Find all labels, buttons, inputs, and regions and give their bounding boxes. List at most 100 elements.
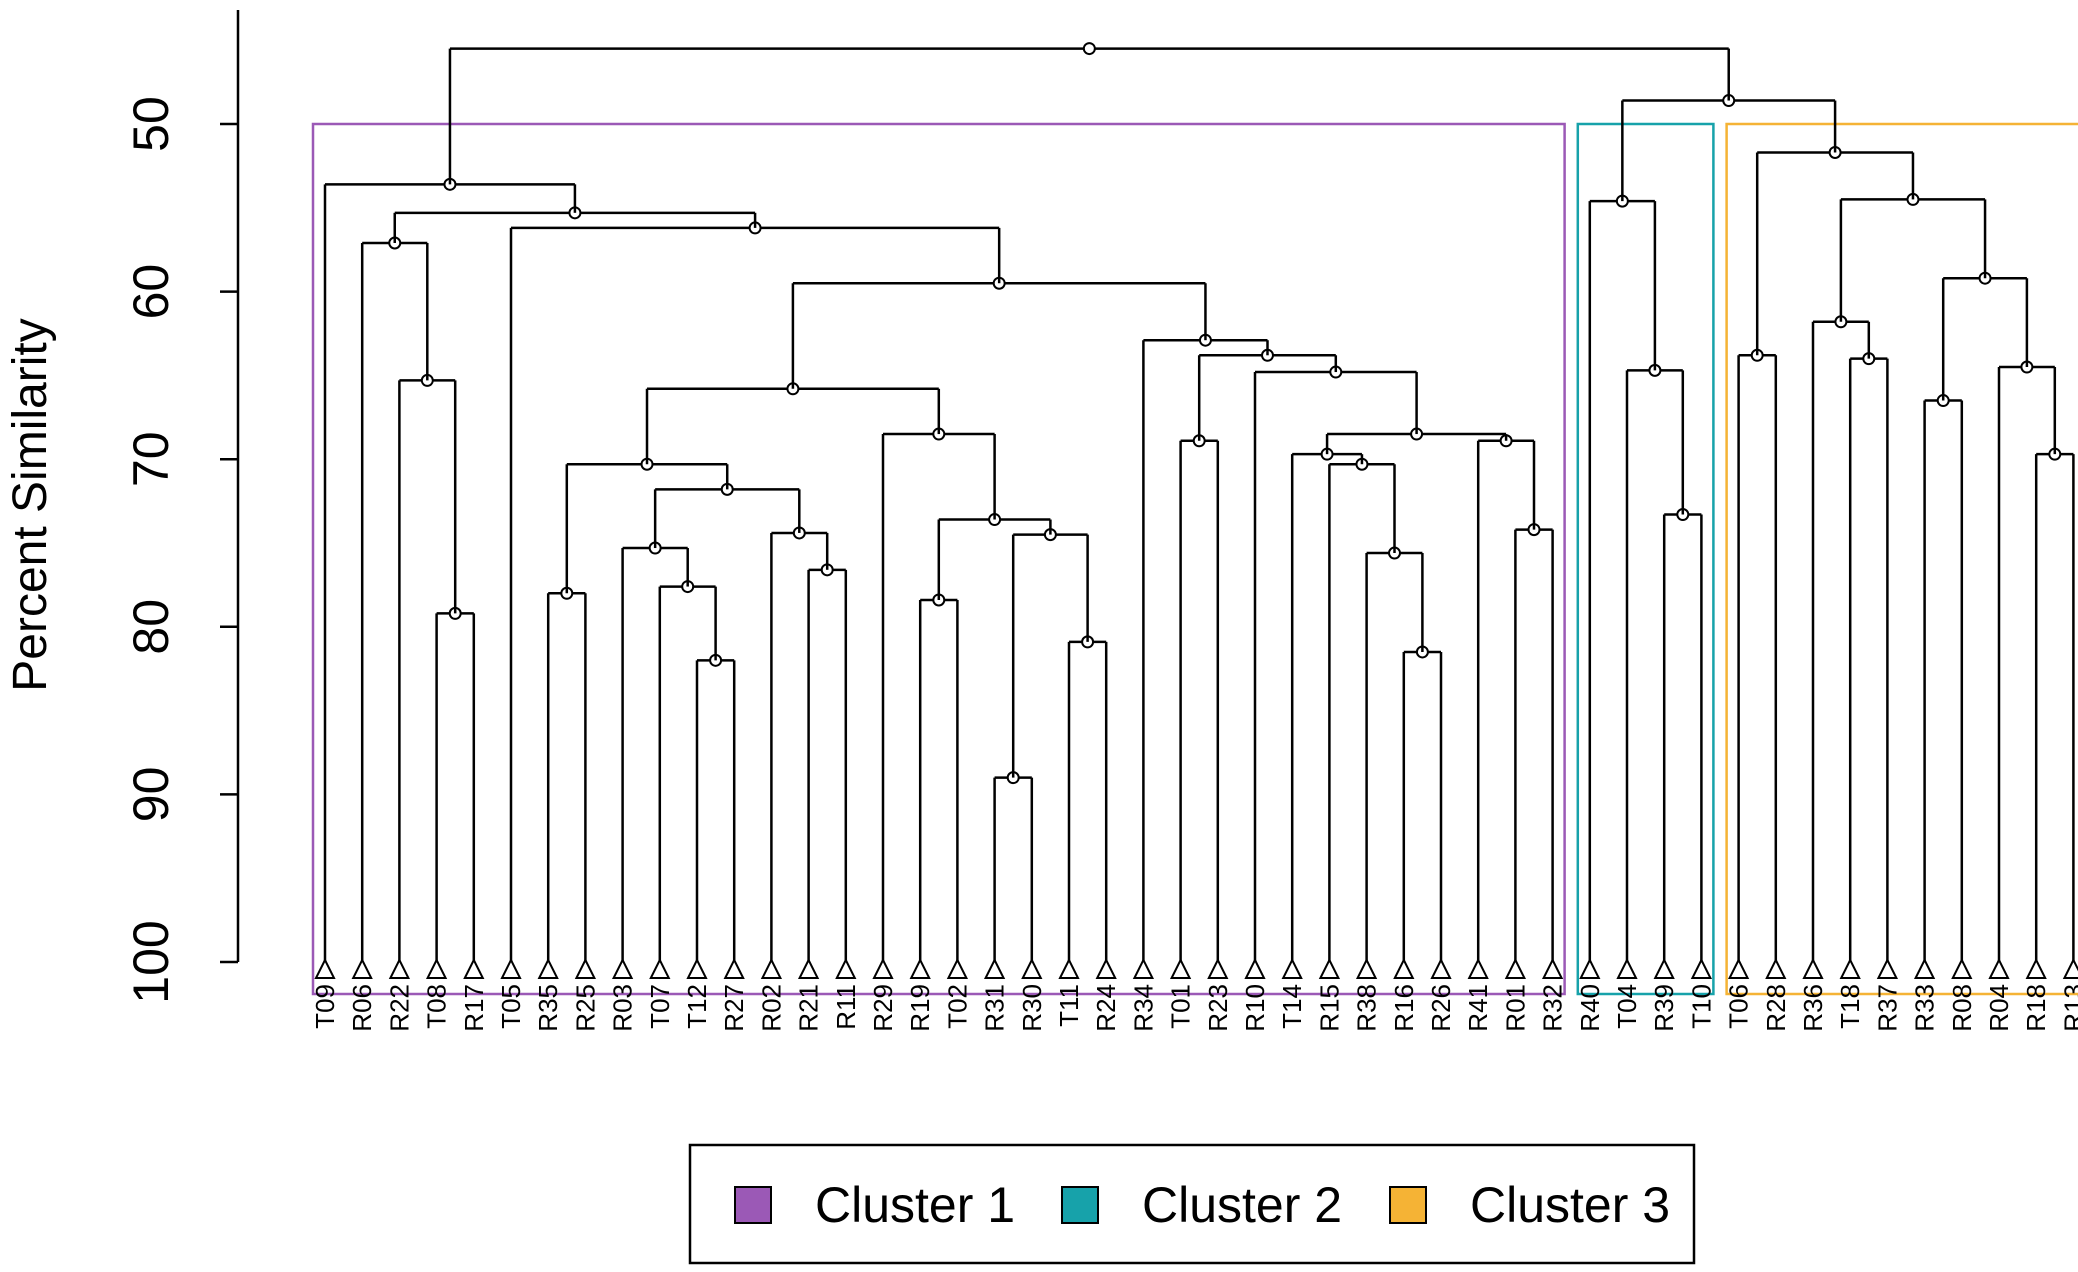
- y-tick-label: 80: [123, 599, 179, 655]
- leaf-marker: [1207, 957, 1229, 979]
- leaf-label: R39: [1649, 984, 1679, 1032]
- leaf-label: T05: [496, 984, 526, 1029]
- leaf-marker: [1058, 957, 1080, 979]
- leaf-marker: [1913, 957, 1936, 979]
- leaf-label: T01: [1166, 984, 1196, 1029]
- leaf-label: R04: [1984, 984, 2014, 1032]
- leaf-label: R40: [1575, 984, 1605, 1032]
- leaf-label: R21: [794, 984, 824, 1032]
- leaf-label: R27: [719, 984, 749, 1032]
- leaf-label: T06: [1724, 984, 1754, 1029]
- leaf-label: T07: [645, 984, 675, 1029]
- leaf-marker: [1802, 957, 1824, 979]
- merge-node: [1082, 42, 1096, 56]
- leaf-marker: [1839, 957, 1861, 979]
- leaf-label: R11: [831, 984, 861, 1030]
- leaf-label: T14: [1277, 984, 1307, 1029]
- leaf-marker: [1951, 957, 1973, 979]
- leaf-marker: [388, 957, 411, 979]
- legend-swatch: [1389, 1186, 1427, 1224]
- leaf-marker: [1430, 957, 1452, 979]
- leaf-marker: [1393, 957, 1415, 979]
- leaf-marker: [1169, 957, 1192, 979]
- y-tick-label: 50: [123, 96, 179, 152]
- leaf-marker: [537, 957, 559, 979]
- leaf-marker: [1095, 957, 1117, 979]
- legend-swatch: [734, 1186, 772, 1224]
- leaf-marker: [872, 957, 894, 979]
- leaf-label: R24: [1091, 984, 1121, 1032]
- leaf-label: R25: [570, 984, 600, 1032]
- leaf-label: R10: [1240, 984, 1270, 1032]
- leaf-marker: [1653, 957, 1675, 979]
- legend-box: [688, 1143, 1696, 1265]
- cluster-box: [1576, 122, 1715, 996]
- leaf-marker: [835, 957, 857, 979]
- leaf-marker: [1021, 957, 1043, 979]
- leaf-marker: [946, 957, 969, 979]
- leaf-marker: [686, 957, 708, 979]
- cluster-boxes: [311, 122, 2078, 996]
- y-axis: 50 60 70 80 90 100: [123, 10, 240, 1004]
- leaf-marker: [1467, 957, 1489, 979]
- leaf-marker: [723, 957, 745, 979]
- leaf-label: T02: [942, 984, 972, 1029]
- leaf-label: T08: [422, 984, 452, 1029]
- leaf-marker: [1504, 957, 1527, 979]
- leaf-marker: [1318, 957, 1341, 979]
- leaf-label: R28: [1761, 984, 1791, 1032]
- leaf-label: T10: [1686, 984, 1716, 1029]
- y-axis-title: Percent Similarity: [4, 318, 57, 691]
- leaf-label: R29: [868, 984, 898, 1032]
- leaf-marker: [909, 957, 931, 979]
- leaf-marker: [1988, 957, 2010, 979]
- leaf-marker: [2025, 957, 2047, 979]
- leaf-label: R02: [756, 984, 786, 1032]
- legend-swatch: [1061, 1186, 1099, 1224]
- leaf-label: R33: [1910, 984, 1940, 1032]
- leaf-marker: [797, 957, 820, 979]
- leaf-marker: [574, 957, 597, 979]
- leaf-label: R23: [1203, 984, 1233, 1032]
- leaf-label: R37: [1872, 984, 1902, 1032]
- leaf-marker: [425, 957, 448, 979]
- leaf-marker: [1244, 957, 1266, 979]
- leaf-marker: [1355, 957, 1378, 979]
- leaf-marker: [351, 957, 373, 979]
- y-tick-label: 100: [123, 920, 179, 1003]
- leaf-marker: [1541, 957, 1564, 979]
- leaf-label: R01: [1500, 984, 1530, 1032]
- leaf-marker: [1876, 957, 1899, 979]
- leaf-marker: [500, 957, 522, 979]
- leaf-label: R03: [608, 984, 638, 1032]
- y-tick-label: 60: [123, 264, 179, 320]
- leaf-label: R17: [459, 984, 489, 1032]
- leaf-label: R08: [1947, 984, 1977, 1032]
- leaf-label: R18: [2021, 984, 2051, 1032]
- leaf-label: R32: [1538, 984, 1568, 1032]
- leaf-marker: [1281, 957, 1303, 979]
- leaf-label: R06: [347, 984, 377, 1032]
- leaf-label: R36: [1798, 984, 1828, 1032]
- leaf-marker: [760, 957, 783, 979]
- leaf-label: R15: [1314, 984, 1344, 1032]
- leaf-label: R30: [1017, 984, 1047, 1032]
- leaf-marker: [1132, 957, 1155, 979]
- cluster-box: [311, 122, 1566, 996]
- leaf-label: R35: [533, 984, 563, 1032]
- leaf-label: T09: [310, 984, 340, 1029]
- leaf-labels: T09 R06 R22 T08 R17 T05 R35 R25 R03 T07 T12 R27 R02 R…: [310, 957, 2078, 1032]
- leaf-label: R26: [1426, 984, 1456, 1032]
- leaf-marker: [983, 957, 1006, 979]
- leaf-label: T04: [1612, 984, 1642, 1029]
- leaf-label: R22: [384, 984, 414, 1032]
- leaf-marker: [1579, 957, 1601, 979]
- legend-label: Cluster 2: [1142, 1177, 1342, 1233]
- cluster-box: [1725, 122, 2078, 996]
- leaf-marker: [2062, 957, 2078, 979]
- leaf-marker: [1727, 957, 1750, 979]
- legend-label: Cluster 3: [1470, 1177, 1670, 1233]
- leaf-label: T18: [1835, 984, 1865, 1029]
- leaf-label: R16: [1389, 984, 1419, 1032]
- leaf-marker: [611, 957, 634, 979]
